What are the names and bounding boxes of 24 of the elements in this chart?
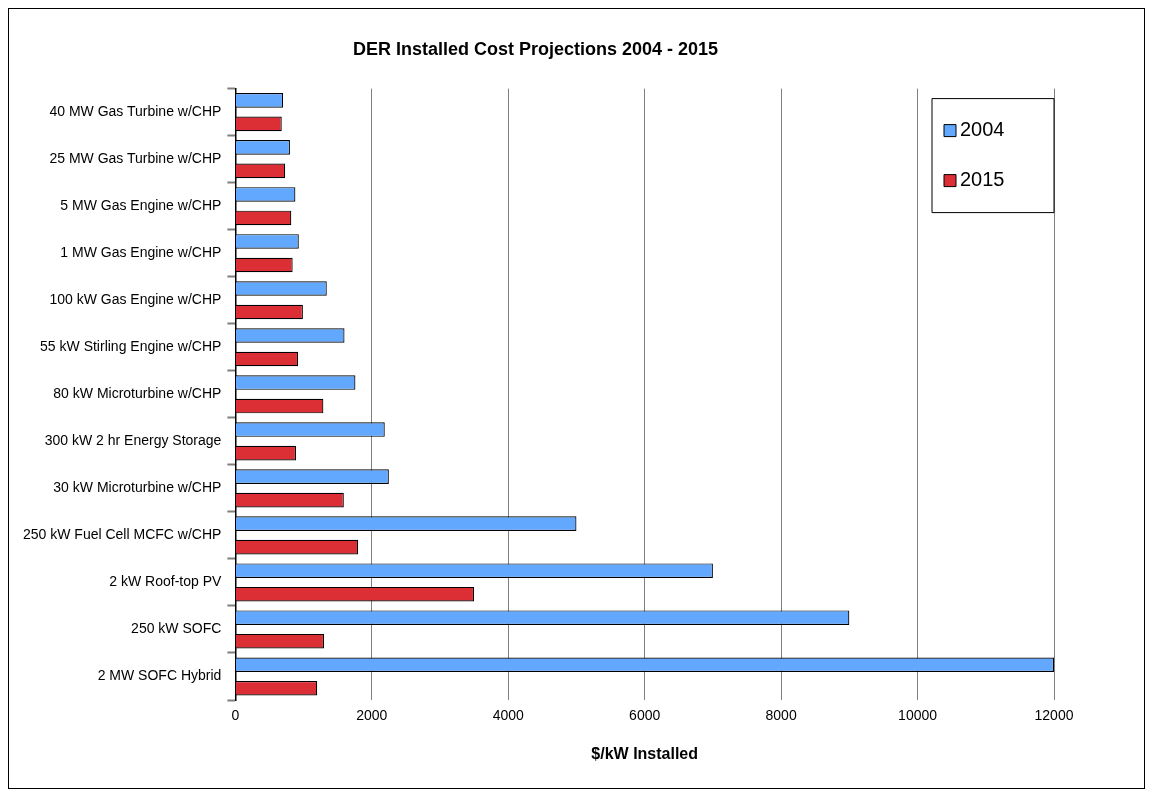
y-tick-label: 25 MW Gas Turbine w/CHP [49,150,222,167]
y-tick-label: 100 kW Gas Engine w/CHP [49,291,222,308]
x-axis-title: $/kW Installed [591,744,699,762]
legend-label: 2015 [960,168,1005,191]
y-tick-label: 30 kW Microturbine w/CHP [53,479,222,496]
x-tick-label: 0 [231,707,240,724]
y-tick-label: 2 kW Roof-top PV [109,573,223,590]
x-tick-label: 12000 [1034,707,1074,724]
x-tick-label: 2000 [356,707,388,724]
y-tick-label: 5 MW Gas Engine w/CHP [60,197,222,214]
y-tick-label: 300 kW 2 hr Energy Storage [44,432,222,449]
x-tick-label: 6000 [629,707,661,724]
y-tick-label: 2 MW SOFC Hybrid [97,667,222,684]
y-tick-label: 250 kW SOFC [131,620,222,637]
y-tick-label: 55 kW Stirling Engine w/CHP [40,338,222,355]
y-tick-label: 1 MW Gas Engine w/CHP [60,244,222,261]
legend-label: 2004 [960,118,1005,141]
x-tick-label: 10000 [898,707,938,724]
y-tick-label: 40 MW Gas Turbine w/CHP [49,102,222,119]
chart-title: DER Installed Cost Projections 2004 - 2015 [352,38,719,59]
y-tick-label: 250 kW Fuel Cell MCFC w/CHP [22,526,222,543]
y-tick-label: 80 kW Microturbine w/CHP [53,385,222,402]
x-tick-label: 8000 [765,707,797,724]
x-tick-label: 4000 [492,707,525,724]
